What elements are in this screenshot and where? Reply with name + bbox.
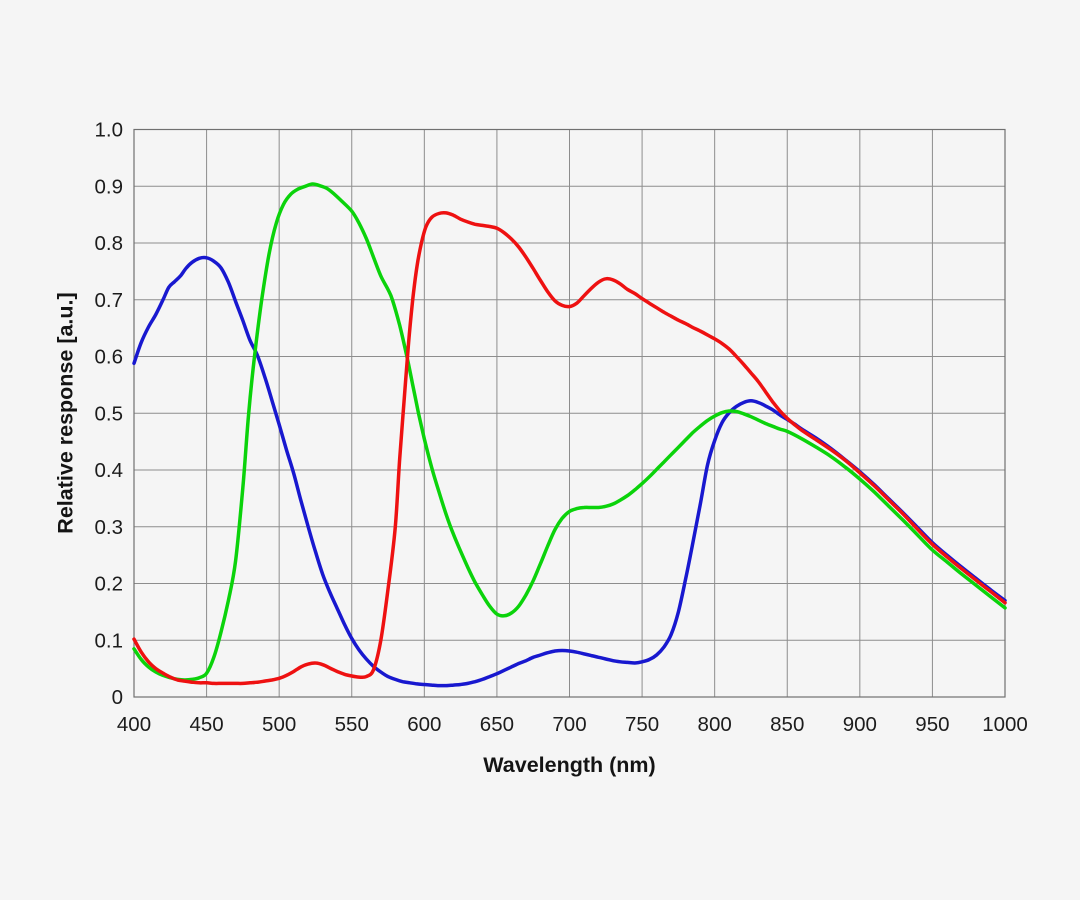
y-axis-title: Relative response [a.u.] [53, 292, 78, 534]
x-tick-label: 850 [770, 713, 804, 736]
x-tick-label: 950 [915, 713, 949, 736]
x-tick-label: 750 [625, 713, 659, 736]
x-tick-label: 800 [698, 713, 732, 736]
red_channel-curve [132, 210, 1007, 686]
y-tick-label: 0 [112, 686, 123, 709]
y-tick-label: 1.0 [95, 119, 124, 142]
blue_channel-curve [132, 255, 1007, 688]
x-axis-title: Wavelength (nm) [483, 753, 656, 777]
x-tick-label: 500 [262, 713, 296, 736]
y-tick-label: 0.1 [95, 629, 124, 652]
y-tick-label: 0.4 [95, 459, 124, 482]
green_channel-curve [132, 182, 1007, 682]
y-tick-label: 0.9 [95, 175, 124, 198]
x-tick-label: 1000 [982, 713, 1028, 736]
y-tick-label: 0.6 [95, 346, 124, 369]
plot-frame [133, 128, 1006, 698]
x-tick-label: 650 [480, 713, 514, 736]
y-tick-label: 0.5 [95, 402, 124, 425]
x-tick-label: 700 [552, 713, 586, 736]
x-tick-label: 550 [335, 713, 369, 736]
y-tick-label: 0.8 [95, 232, 124, 255]
y-tick-label: 0.2 [95, 573, 124, 596]
y-tick-label: 0.7 [95, 289, 124, 312]
x-tick-label: 400 [117, 713, 151, 736]
y-tick-label: 0.3 [95, 516, 124, 539]
x-tick-label: 600 [407, 713, 441, 736]
x-tick-label: 900 [843, 713, 877, 736]
x-tick-label: 450 [189, 713, 223, 736]
